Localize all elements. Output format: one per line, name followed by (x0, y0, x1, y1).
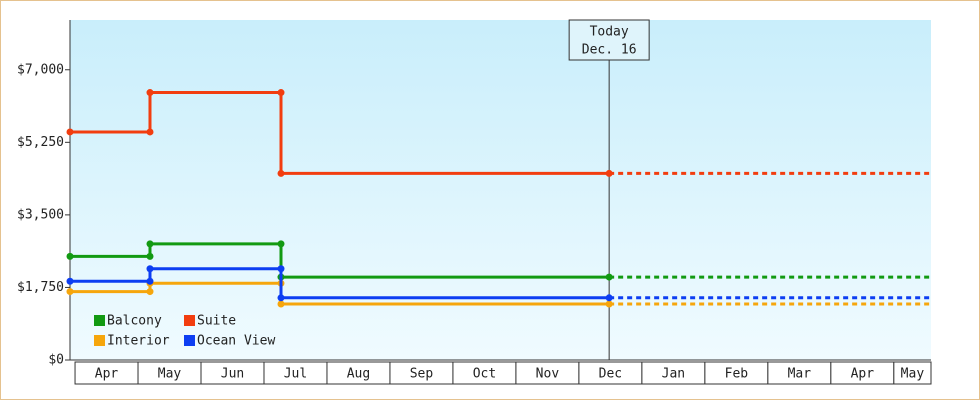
point (146, 240, 154, 248)
x-tick-label: May (901, 367, 925, 382)
x-tick-label: Oct (473, 367, 496, 382)
y-tick-label: $1,750 (17, 280, 64, 295)
legend-label: Interior (107, 334, 170, 349)
point (605, 169, 613, 177)
legend-label: Balcony (107, 314, 162, 329)
point (277, 89, 285, 97)
point (146, 128, 154, 136)
legend-swatch (184, 335, 195, 346)
series-line (70, 267, 610, 300)
legend-label: Ocean View (197, 334, 275, 349)
today-box (568, 19, 650, 61)
x-tick-label: Feb (725, 367, 749, 382)
x-tick-label: Mar (788, 367, 812, 382)
x-tick-label: May (158, 367, 182, 382)
x-tick-label: Dec (599, 367, 622, 382)
point (605, 300, 613, 308)
point (605, 294, 613, 302)
x-tick-label: Nov (536, 367, 560, 382)
x-tick-label: Jul (284, 367, 307, 382)
annotation: Today (590, 25, 629, 40)
point (66, 288, 74, 296)
point (277, 169, 285, 177)
x-tick-label: Jan (662, 367, 685, 382)
y-tick-label: $5,250 (17, 135, 64, 150)
point (277, 265, 285, 273)
point (66, 277, 74, 285)
point (146, 265, 154, 273)
point (277, 294, 285, 302)
y-tick-label: $3,500 (17, 207, 64, 222)
x-tick-label: Apr (95, 367, 119, 382)
plot-area (70, 20, 931, 360)
x-tick-label: Apr (851, 367, 875, 382)
series-line (70, 281, 610, 306)
point (66, 252, 74, 260)
point (146, 252, 154, 260)
point (277, 240, 285, 248)
point (66, 128, 74, 136)
legend-swatch (94, 335, 105, 346)
point (146, 89, 154, 97)
month-box (893, 361, 932, 385)
series-line (70, 91, 610, 175)
series-line (70, 242, 610, 279)
point (277, 300, 285, 308)
point (146, 288, 154, 296)
legend-swatch (184, 315, 195, 326)
y-tick-label: $0 (48, 353, 64, 368)
y-tick-label: $7,000 (17, 62, 64, 77)
point (605, 273, 613, 281)
point (146, 277, 154, 285)
x-tick-label: Aug (347, 367, 370, 382)
x-tick-label: Sep (410, 367, 434, 382)
legend-swatch (94, 315, 105, 326)
x-tick-label: Jun (221, 367, 244, 382)
legend-label: Suite (197, 314, 236, 329)
annotation: Dec. 16 (582, 43, 637, 58)
